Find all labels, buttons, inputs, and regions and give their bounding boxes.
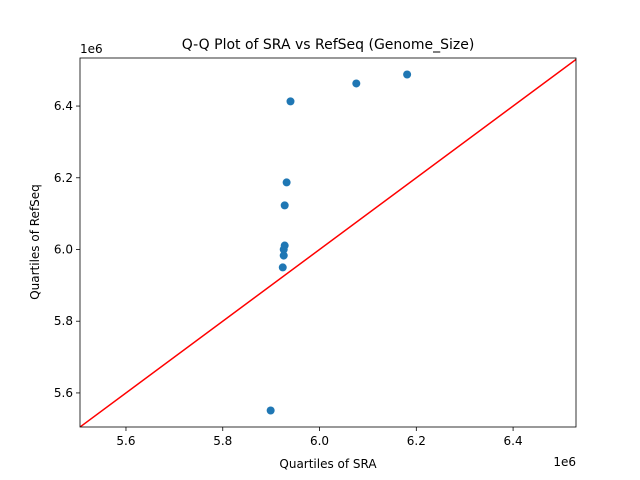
point <box>280 201 289 210</box>
x-tick-label: 6.0 <box>310 434 329 448</box>
point <box>278 263 287 272</box>
y-axis-label: Quartiles of RefSeq <box>28 184 42 300</box>
y-tick-label: 5.8 <box>54 314 73 328</box>
chart-title: Q-Q Plot of SRA vs RefSeq (Genome_Size) <box>182 37 475 53</box>
x-tick-label: 6.4 <box>504 434 523 448</box>
x-offset-label: 1e6 <box>553 455 576 469</box>
y-tick-label: 6.4 <box>54 99 73 113</box>
x-tick-label: 6.2 <box>407 434 426 448</box>
y-tick-label: 5.6 <box>54 386 73 400</box>
y-tick-label: 6.0 <box>54 242 73 256</box>
reference-line <box>80 58 576 427</box>
y-offset-label: 1e6 <box>80 42 103 56</box>
point <box>280 241 289 250</box>
point <box>352 79 361 88</box>
x-tick-label: 5.8 <box>213 434 232 448</box>
point <box>279 251 288 260</box>
point <box>403 70 412 79</box>
point <box>286 97 295 106</box>
x-axis-label: Quartiles of SRA <box>279 457 377 471</box>
x-tick-label: 5.6 <box>116 434 135 448</box>
y-tick-label: 6.2 <box>54 171 73 185</box>
point <box>266 406 275 415</box>
point <box>282 178 291 187</box>
plot-frame <box>79 57 577 428</box>
